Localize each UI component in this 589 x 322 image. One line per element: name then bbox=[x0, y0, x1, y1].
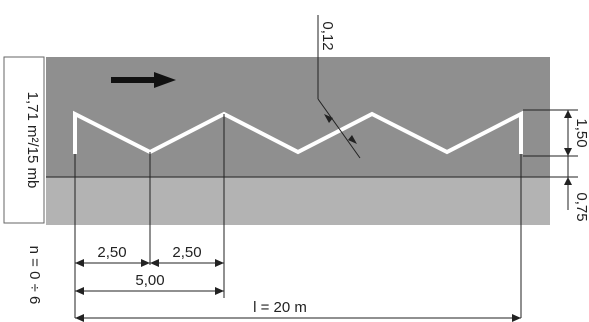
half-segment-label-a: 2,50 bbox=[97, 244, 126, 261]
road-surface-lower bbox=[46, 177, 550, 225]
thickness-arrows bbox=[324, 114, 357, 144]
right-extension-lines bbox=[523, 109, 578, 210]
segment-label: 5,00 bbox=[135, 272, 164, 289]
thickness-label: 0,12 bbox=[319, 21, 336, 50]
thickness-leader bbox=[317, 15, 361, 159]
length-dimension bbox=[75, 314, 521, 322]
half-segment-dimension bbox=[75, 259, 224, 267]
weight-label: 1,71 m²/15 mb bbox=[24, 92, 41, 189]
direction-arrow-icon bbox=[111, 72, 176, 88]
height-lower-label: 0,75 bbox=[573, 192, 589, 221]
road-surface-upper bbox=[46, 57, 550, 177]
half-segment-label-b: 2,50 bbox=[172, 244, 201, 261]
zigzag-marking bbox=[73, 110, 523, 155]
segment-dimension bbox=[75, 287, 224, 295]
weight-label-box bbox=[3, 56, 45, 224]
length-label: l = 20 m bbox=[253, 299, 307, 316]
right-dimension-arrows bbox=[564, 110, 572, 185]
count-label: n = 0 ÷ 6 bbox=[26, 246, 43, 305]
height-upper-label: 1,50 bbox=[573, 118, 589, 147]
